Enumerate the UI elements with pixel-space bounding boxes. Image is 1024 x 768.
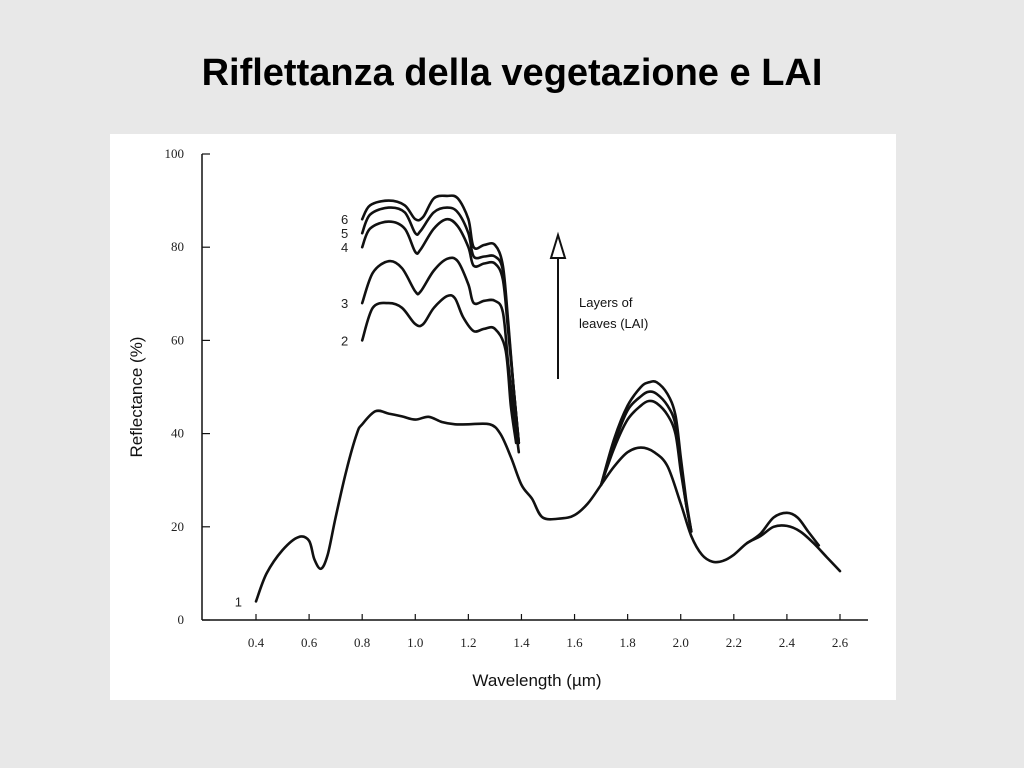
x-tick-label: 0.8: [354, 635, 370, 650]
y-tick-label: 60: [171, 332, 184, 347]
curve-label-3: 3: [341, 296, 348, 311]
y-tick-label: 100: [165, 146, 185, 161]
series-line-5: [360, 206, 521, 445]
series-line-peak-7: [599, 390, 693, 533]
x-tick-label: 0.6: [301, 635, 318, 650]
x-tick-label: 1.0: [407, 635, 423, 650]
x-tick-label: 2.4: [779, 635, 796, 650]
series-line-2: [360, 293, 518, 445]
x-tick-label: 2.6: [832, 635, 849, 650]
x-tick-label: 1.6: [566, 635, 583, 650]
y-tick-label: 0: [178, 612, 185, 627]
series-line-peak-9: [745, 511, 821, 547]
annotation: Layers of leaves (LAI): [549, 231, 648, 379]
annotation-line-1: Layers of: [579, 295, 633, 310]
x-axis-title: Wavelength (µm): [472, 671, 601, 690]
x-tick-label: 1.8: [620, 635, 636, 650]
x-tick-label: 2.0: [673, 635, 689, 650]
curve-label-5: 5: [341, 226, 348, 241]
curve-label-4: 4: [341, 240, 348, 255]
series-line-peak-8: [599, 379, 693, 533]
x-tick-label: 2.2: [726, 635, 742, 650]
y-tick-label: 40: [171, 426, 184, 441]
curve-label-6: 6: [341, 212, 348, 227]
curve-label-1: 1: [235, 594, 242, 609]
curve-labels: 1 2 3 456: [235, 212, 348, 609]
reflectance-chart: 0.4 0.6 0.8 1.0 1.2 1.4 1.6 1.8 2.0 2.2 2.4 2.6 0 20 4…: [127, 146, 868, 690]
y-tick-label: 80: [171, 239, 184, 254]
y-axis-title: Reflectance (%): [127, 337, 146, 458]
x-tick-label: 1.2: [460, 635, 476, 650]
tick-labels: 0.4 0.6 0.8 1.0 1.2 1.4 1.6 1.8 2.0 2.2 2.4 2.6 0 20 4…: [165, 146, 849, 650]
series-line-1: [254, 409, 842, 603]
x-tick-label: 1.4: [513, 635, 530, 650]
series-line-6: [360, 194, 521, 445]
axes: [201, 153, 868, 621]
series-line-3: [360, 256, 521, 454]
chart-panel: 0.4 0.6 0.8 1.0 1.2 1.4 1.6 1.8 2.0 2.2 2.4 2.6 0 20 4…: [110, 134, 896, 700]
x-tick-label: 0.4: [248, 635, 265, 650]
slide-title: Riflettanza della vegetazione e LAI: [201, 52, 823, 94]
annotation-line-2: leaves (LAI): [579, 316, 648, 331]
curve-label-2: 2: [341, 333, 348, 348]
lai-arrow-head: [549, 231, 567, 259]
curves: [254, 194, 842, 603]
y-tick-label: 20: [171, 519, 184, 534]
